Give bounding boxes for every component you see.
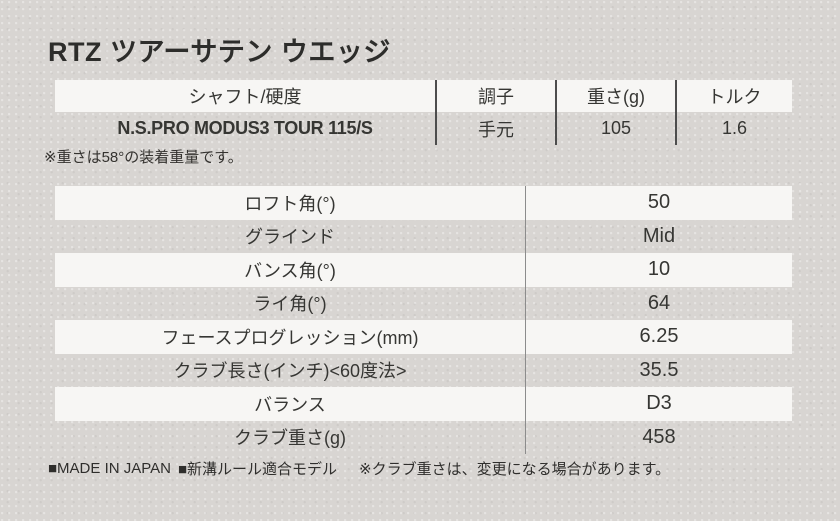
kick-point-value: 手元 <box>435 112 555 145</box>
spec-value: 458 <box>525 420 792 454</box>
made-in-japan-label: ■MADE IN JAPAN <box>48 460 171 477</box>
spec-label: バンス角(°) <box>244 260 336 281</box>
spec-label: フェースプログレッション(mm) <box>161 327 419 348</box>
spec-row-face-progression: フェースプログレッション(mm) 6.25 <box>55 320 792 354</box>
spec-row-lie: ライ角(°) 64 <box>55 286 792 320</box>
spec-label: クラブ長さ(インチ)<60度法> <box>173 361 407 382</box>
shaft-header-kick-point: 調子 <box>435 80 555 112</box>
spec-value: 10 <box>525 253 792 287</box>
torque-value: 1.6 <box>675 112 792 145</box>
shaft-table: シャフト/硬度 調子 重さ(g) トルク N.S.PRO MODUS3 TOUR… <box>55 80 792 145</box>
spec-label: グラインド <box>245 227 335 248</box>
spec-value: D3 <box>525 387 792 421</box>
shaft-header-shaft-hardness: シャフト/硬度 <box>55 80 435 112</box>
footer-notes: ■MADE IN JAPAN ■新溝ルール適合モデル ※クラブ重さは、変更になる… <box>48 458 670 479</box>
club-weight-disclaimer: ※クラブ重さは、変更になる場合があります。 <box>359 461 671 478</box>
spec-row-bounce: バンス角(°) 10 <box>55 253 792 287</box>
shaft-weight-note: ※重さは58°の装着重量です。 <box>44 149 243 166</box>
spec-row-club-length: クラブ長さ(インチ)<60度法> 35.5 <box>55 353 792 387</box>
spec-label: ロフト角(°) <box>244 193 336 214</box>
spec-label: クラブ重さ(g) <box>234 428 346 449</box>
shaft-weight-value: 105 <box>555 112 675 145</box>
spec-value: 50 <box>525 186 792 220</box>
shaft-table-header-row: シャフト/硬度 調子 重さ(g) トルク <box>55 80 792 112</box>
page-title: RTZ ツアーサテン ウエッジ <box>48 37 391 67</box>
shaft-model-value: N.S.PRO MODUS3 TOUR 115/S <box>117 118 373 138</box>
spec-row-loft: ロフト角(°) 50 <box>55 186 792 220</box>
spec-value: 35.5 <box>525 353 792 387</box>
spec-row-club-weight: クラブ重さ(g) 458 <box>55 420 792 454</box>
shaft-table-data-row: N.S.PRO MODUS3 TOUR 115/S 手元 105 1.6 <box>55 112 792 145</box>
spec-row-balance: バランス D3 <box>55 387 792 421</box>
spec-row-grind: グラインド Mid <box>55 219 792 253</box>
groove-rule-label: ■新溝ルール適合モデル <box>177 461 338 478</box>
spec-value: 64 <box>525 286 792 320</box>
spec-label: ライ角(°) <box>253 294 327 315</box>
spec-value: 6.25 <box>525 320 792 354</box>
shaft-header-torque: トルク <box>675 80 792 112</box>
spec-value: Mid <box>525 219 792 253</box>
shaft-header-weight: 重さ(g) <box>555 80 675 112</box>
spec-table: ロフト角(°) 50 グラインド Mid バンス角(°) 10 ライ角(°) 6… <box>55 186 792 454</box>
spec-label: バランス <box>254 394 326 415</box>
